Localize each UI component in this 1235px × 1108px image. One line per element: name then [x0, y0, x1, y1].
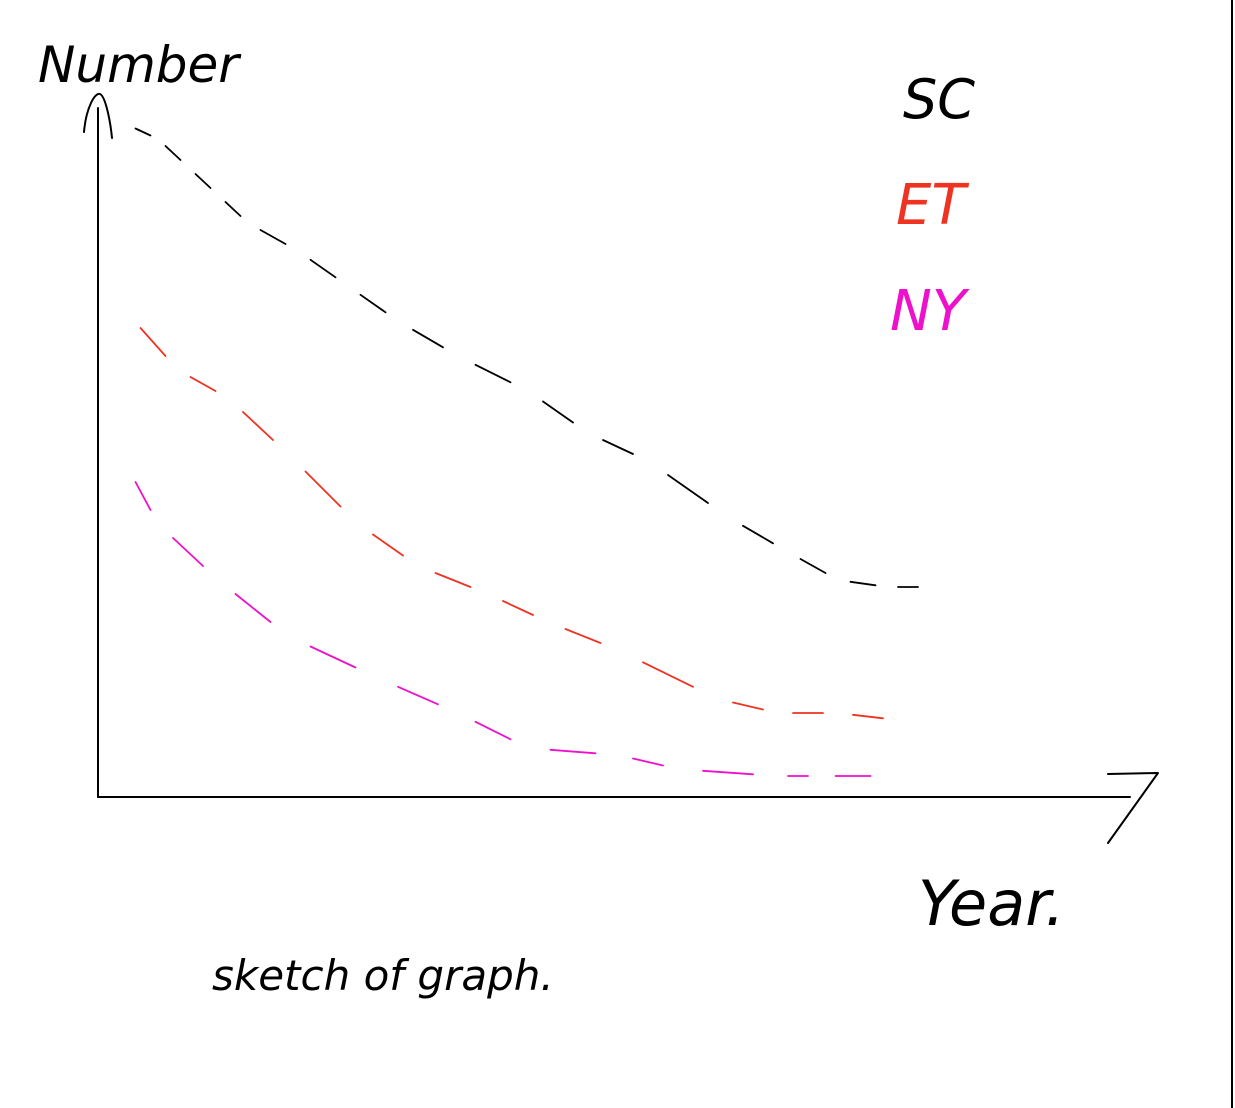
series-sc-dash — [412, 328, 444, 349]
x-axis-arrowhead — [1107, 772, 1159, 844]
series-sc-dash — [474, 363, 512, 384]
series-ny-dash — [632, 757, 664, 767]
series-ny-dash — [702, 769, 754, 776]
series-et-dash — [139, 327, 167, 357]
series-et-dash — [564, 628, 602, 644]
series-sc-dash — [542, 400, 574, 424]
y-axis-arrowhead — [83, 92, 113, 139]
series-sc-dash — [224, 201, 242, 217]
series-sc-dash — [359, 293, 387, 314]
series-sc-dash — [742, 524, 774, 545]
series-sc-dash — [194, 173, 212, 189]
series-et-dash — [732, 701, 764, 711]
series-et-dash — [304, 470, 342, 508]
series-ny-dash — [172, 537, 204, 567]
series-sc-dash — [799, 558, 827, 574]
series-et-dash — [642, 661, 694, 688]
series-sc-dash — [602, 439, 634, 455]
series-ny-dash — [397, 685, 439, 706]
series-et-dash — [189, 376, 217, 392]
legend-ny: NY — [890, 279, 970, 344]
series-et-dash — [852, 713, 884, 720]
series-ny-dash — [474, 720, 512, 741]
series-sc-dash — [259, 229, 287, 245]
series-et-dash — [372, 533, 404, 557]
series-et-dash — [434, 572, 472, 588]
series-ny-dash — [549, 748, 597, 755]
x-axis-label: Year. — [918, 867, 1065, 940]
sketch-caption: sketch of graph. — [212, 951, 554, 1000]
legend-et: ET — [896, 173, 969, 238]
series-et-dash — [502, 600, 534, 616]
series-ny-dash — [309, 645, 357, 669]
series-sc-dash — [134, 127, 152, 137]
chart-marks — [134, 127, 919, 777]
series-sc-dash — [164, 145, 182, 161]
legend-sc: SC — [903, 68, 975, 131]
series-ny-dash — [134, 481, 152, 511]
series-et-dash — [242, 411, 274, 441]
page-edge-border — [1231, 0, 1235, 1108]
series-sc-dash — [667, 474, 709, 504]
series-sc-dash — [849, 580, 877, 587]
y-axis-label: Number — [38, 36, 242, 94]
series-sc-dash — [309, 258, 337, 279]
series-ny-dash — [234, 593, 272, 623]
